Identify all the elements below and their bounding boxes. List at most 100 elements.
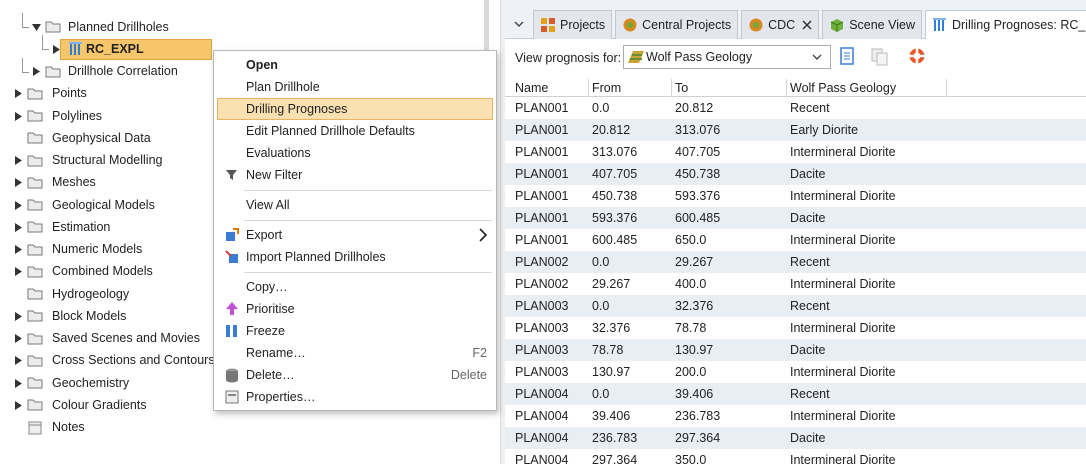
menu-item[interactable]: Prioritise [217, 298, 493, 320]
dropdown-value: Wolf Pass Geology [646, 50, 753, 64]
tree-item[interactable]: Notes [52, 420, 85, 435]
tree-line [22, 27, 29, 29]
table-cell: 29.267 [675, 255, 714, 269]
tab-label: Drilling Prognoses: RC_EXPL [951, 17, 1086, 32]
tree-item[interactable]: Drillhole Correlation [68, 64, 178, 79]
tree-expander [15, 178, 22, 188]
table-row[interactable] [505, 383, 1086, 405]
table-cell: PLAN001 [515, 167, 569, 181]
tree-item[interactable]: Saved Scenes and Movies [52, 331, 201, 346]
tree-item[interactable]: Meshes [52, 175, 96, 190]
menu-item[interactable]: Drilling Prognoses [217, 98, 493, 120]
tree-expander [15, 89, 22, 99]
tree-item[interactable]: Planned Drillholes [68, 19, 169, 34]
table-row[interactable] [505, 361, 1086, 383]
dropdown-icon [628, 51, 644, 63]
tree-item[interactable]: Colour Gradients [52, 397, 147, 412]
menu-item[interactable]: Edit Planned Drillhole Defaults [217, 120, 493, 142]
table-row[interactable] [505, 449, 1086, 464]
tree-item[interactable]: Geological Models [52, 197, 155, 212]
table-row[interactable] [505, 119, 1086, 141]
tree-icon [69, 42, 82, 56]
column-header[interactable]: From [592, 81, 622, 95]
table-cell: 297.364 [675, 431, 721, 445]
menu-item[interactable]: View All [217, 194, 493, 216]
tree-expander [32, 23, 41, 31]
menu-item[interactable]: Evaluations [217, 142, 493, 164]
tab-label: Scene View [849, 17, 915, 32]
table-row[interactable] [505, 427, 1086, 449]
table-row[interactable] [505, 141, 1086, 163]
column-header[interactable]: Name [515, 81, 549, 95]
table-cell: 0.0 [592, 255, 610, 269]
table-cell: 78.78 [592, 343, 624, 357]
menu-item[interactable]: New Filter [217, 164, 493, 186]
tab-label: Projects [560, 17, 606, 32]
tree-item[interactable]: Points [52, 86, 87, 101]
menu-icon [226, 325, 237, 337]
tree-icon [45, 21, 61, 33]
menu-item[interactable]: Export [217, 224, 493, 246]
column-divider [588, 79, 589, 97]
tab[interactable]: Scene View [822, 10, 922, 39]
table-cell: PLAN004 [515, 431, 569, 445]
tree-item[interactable]: Estimation [52, 219, 111, 234]
menu-item[interactable]: Open [217, 54, 493, 76]
tab[interactable]: Central Projects [615, 10, 739, 39]
table-cell: 0.0 [592, 299, 610, 313]
tree-expander [15, 200, 22, 210]
tree-item[interactable]: Structural Modelling [52, 153, 163, 168]
table-row[interactable] [505, 185, 1086, 207]
tree-item[interactable]: Combined Models [52, 264, 153, 279]
table-row[interactable] [505, 405, 1086, 427]
table-cell: Intermineral Diorite [790, 365, 896, 379]
table-cell: 600.485 [592, 233, 638, 247]
table-cell: PLAN002 [515, 255, 569, 269]
table-row[interactable] [505, 97, 1086, 119]
toolbar-button[interactable] [870, 47, 890, 67]
toolbar-button[interactable] [908, 47, 928, 67]
tab[interactable]: Projects [533, 10, 613, 39]
table-row[interactable] [505, 273, 1086, 295]
tab-list-button[interactable] [508, 10, 530, 39]
column-header[interactable]: Wolf Pass Geology [790, 81, 897, 95]
tab[interactable]: Drilling Prognoses: RC_EXPL [924, 10, 1086, 39]
tree-item[interactable]: Polylines [52, 108, 103, 123]
menu-item[interactable]: Copy… [217, 276, 493, 298]
table-row[interactable] [505, 163, 1086, 185]
table-cell: 20.812 [592, 123, 631, 137]
table-row[interactable] [505, 295, 1086, 317]
menu-item[interactable]: Delete… Delete [217, 364, 493, 386]
column-header[interactable]: To [675, 81, 689, 95]
menu-icon [226, 368, 238, 383]
tree-item[interactable]: Geophysical Data [52, 130, 151, 145]
table-row[interactable] [505, 317, 1086, 339]
tree-item[interactable]: Geochemistry [52, 375, 130, 390]
table-row[interactable] [505, 229, 1086, 251]
menu-item[interactable]: Properties… [217, 386, 493, 408]
table-cell: 313.076 [675, 123, 721, 137]
table-row[interactable] [505, 207, 1086, 229]
tree-item[interactable]: Block Models [52, 308, 127, 323]
menu-label: Freeze [246, 324, 285, 338]
toolbar-button[interactable] [838, 47, 858, 67]
menu-item[interactable]: Plan Drillhole [217, 76, 493, 98]
menu-item[interactable]: Import Planned Drillholes [217, 246, 493, 268]
table-row[interactable] [505, 251, 1086, 273]
tab-label: Central Projects [642, 17, 732, 32]
tree-item[interactable]: Hydrogeology [52, 286, 130, 301]
tree-item[interactable]: RC_EXPL [86, 41, 144, 56]
tree-icon [27, 333, 43, 345]
tab[interactable]: CDC [741, 10, 820, 39]
tree-item[interactable]: Cross Sections and Contours [52, 353, 215, 368]
tree-item[interactable]: Numeric Models [52, 242, 143, 257]
table-row[interactable] [505, 339, 1086, 361]
menu-shortcut: Delete [450, 368, 487, 382]
tab-icon [541, 18, 555, 32]
table-cell: PLAN003 [515, 343, 569, 357]
prognosis-dropdown[interactable]: Wolf Pass Geology [623, 45, 831, 69]
table-cell: PLAN001 [515, 145, 569, 159]
tab-close[interactable] [802, 20, 812, 30]
menu-item[interactable]: Freeze [217, 320, 493, 342]
menu-item[interactable]: Rename… F2 [217, 342, 493, 364]
